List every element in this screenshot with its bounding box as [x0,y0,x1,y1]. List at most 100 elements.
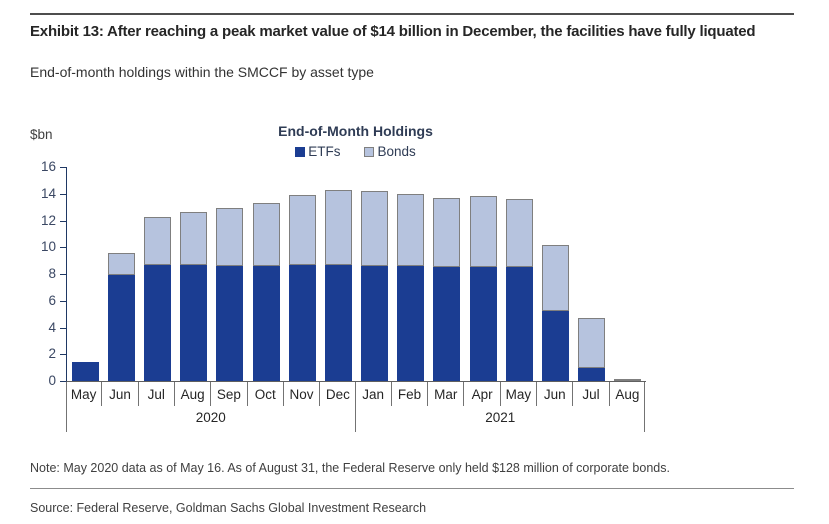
etfs-segment [180,264,208,381]
stacked-bar [324,189,352,381]
y-tick-label: 16 [40,159,56,174]
bonds-segment [578,318,606,368]
stacked-bar [361,191,389,381]
stacked-bar [505,199,533,381]
etfs-segment [216,265,244,381]
y-tick-mark [60,381,66,382]
y-tick-label: 2 [48,346,56,362]
chart-title: End-of-Month Holdings [278,123,433,139]
exhibit-title: Exhibit 13: After reaching a peak market… [30,23,756,40]
plot-area [66,167,646,382]
y-tick-mark [60,354,66,356]
bonds-segment [107,252,135,276]
axis-group-divider [66,382,67,432]
etfs-segment [397,265,425,381]
bonds-segment [216,208,244,266]
stacked-bar [252,203,280,381]
month-label: Aug [615,386,640,402]
bonds-segment [252,203,280,266]
etfs-segment [324,264,352,381]
stacked-bar [143,216,171,381]
bonds-segment [361,191,389,266]
legend-item-etfs: ETFs [295,144,340,159]
month-label: Jun [102,382,139,406]
legend-label-etfs: ETFs [308,144,341,159]
month-label: Dec [325,386,350,402]
stacked-bar [288,195,316,381]
y-tick-label: 4 [48,319,56,335]
footer-divider [30,488,794,489]
bonds-segment [324,189,352,265]
bonds-segment [542,244,570,312]
etfs-segment [505,267,533,381]
etfs-segment [469,267,497,381]
etfs-segment [361,265,389,381]
stacked-bar [397,193,425,381]
y-tick-mark [60,220,66,222]
month-label: May [66,382,103,406]
y-tick-mark [60,247,66,249]
etfs-segment [578,367,606,381]
exhibit-subtitle: End-of-month holdings within the SMCCF b… [30,64,374,80]
legend-item-bonds: Bonds [364,144,416,159]
y-tick-label: 6 [48,292,56,308]
y-tick-label: 8 [48,266,56,281]
top-divider [30,13,794,15]
x-axis-year-row: 2020 2021 [66,408,645,432]
bonds-segment [143,216,171,265]
y-tick-mark [60,274,66,275]
stacked-bar [614,379,642,381]
stacked-bar [216,208,244,381]
month-label: Jul [573,382,610,406]
year-label: 2021 [485,410,516,425]
month-label: Feb [392,382,429,406]
y-tick-mark [60,167,66,168]
axis-group-divider [644,382,645,432]
etfs-segment [252,265,280,381]
etfs-segment [71,362,99,381]
etfs-segment [433,267,461,381]
stacked-bar [180,212,208,381]
stacked-bar [578,318,606,381]
bonds-segment [288,195,316,265]
y-tick-label: 12 [40,212,56,228]
month-label: Sep [211,382,248,406]
month-label: Aug [175,382,212,406]
bonds-segment [397,193,425,266]
bonds-segment [180,212,208,265]
stacked-bar [433,197,461,381]
y-tick-mark [60,327,66,329]
y-tick-label: 0 [48,373,56,388]
month-label: Jan [356,382,392,406]
y-axis-unit-label: $bn [30,127,53,142]
stacked-bar [542,244,570,381]
legend-label-bonds: Bonds [377,144,416,159]
chart-legend: ETFs Bonds [66,144,645,159]
month-label: May [501,382,538,406]
y-tick-label: 10 [40,239,56,255]
month-label: Nov [284,382,321,406]
footnote: Note: May 2020 data as of May 16. As of … [30,461,670,475]
month-label: Apr [464,382,501,406]
stacked-bar [107,252,135,381]
etfs-segment [542,311,570,381]
bonds-segment [433,197,461,268]
x-axis-month-row: May Jun Jul Aug Sep Oct Nov Dec Jan Feb Mar Apr May J… [66,382,645,406]
etfs-segment [143,264,171,381]
year-label: 2020 [195,410,226,425]
bonds-segment [469,196,497,268]
month-label: Mar [428,382,465,406]
month-label: Jun [537,382,574,406]
axis-group-divider [354,382,356,432]
bonds-segment [505,199,533,268]
month-label: Jul [139,382,175,406]
source-line: Source: Federal Reserve, Goldman Sachs G… [30,501,427,515]
stacked-bar [469,196,497,381]
month-label: Oct [248,382,284,406]
bonds-segment [614,379,642,381]
etfs-swatch-icon [295,146,306,157]
bonds-swatch-icon [364,146,375,157]
y-tick-mark [60,193,66,195]
etfs-segment [107,275,135,381]
